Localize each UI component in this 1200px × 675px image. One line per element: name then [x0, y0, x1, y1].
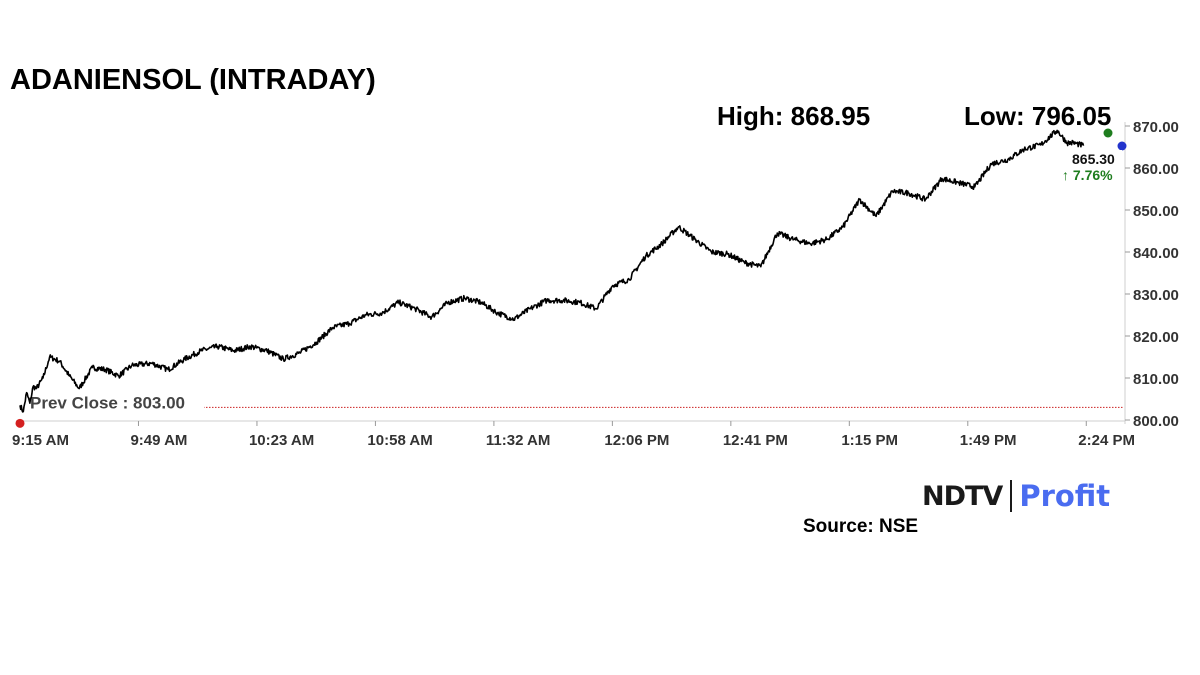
x-tick-label: 1:49 PM	[960, 432, 1017, 449]
y-tick-label: 850.00	[1133, 203, 1179, 220]
y-tick-label: 800.00	[1133, 413, 1179, 430]
last-price-value: 865.30	[1072, 151, 1115, 167]
y-tick-label: 840.00	[1133, 245, 1179, 262]
x-tick-label: 9:49 AM	[130, 432, 187, 449]
x-tick-label: 11:32 AM	[486, 432, 550, 449]
x-tick-label: 9:15 AM	[12, 432, 69, 449]
y-tick-label: 820.00	[1133, 329, 1179, 346]
prev-close-label-bg	[26, 390, 204, 413]
x-tick-label: 10:58 AM	[367, 432, 432, 449]
x-tick-label: 1:15 PM	[841, 432, 898, 449]
last-price-dot	[1117, 141, 1127, 151]
logo-divider	[1010, 480, 1013, 512]
logo-profit-text: Profit	[1019, 479, 1111, 513]
high-marker-dot	[1103, 128, 1113, 138]
source-label: Source: NSE	[803, 516, 919, 537]
logo-ndtv-text: NDTV	[922, 480, 1003, 512]
chart-title: ADANIENSOL (INTRADAY)	[10, 64, 376, 96]
x-tick-label: 12:06 PM	[604, 432, 669, 449]
y-tick-label: 860.00	[1133, 161, 1179, 178]
ndtv-profit-logo: NDTV Profit	[922, 478, 1110, 514]
y-tick-label: 870.00	[1133, 119, 1179, 136]
y-tick-label: 810.00	[1133, 371, 1179, 388]
last-price-bg	[1068, 150, 1122, 167]
low-label: Low: 796.05	[964, 101, 1112, 131]
prev-close-label: Prev Close : 803.00	[30, 393, 185, 412]
last-price-change: ↑ 7.76%	[1062, 167, 1113, 183]
x-tick-label: 12:41 PM	[723, 432, 788, 449]
x-tick-label: 2:24 PM	[1078, 432, 1135, 449]
y-tick-label: 830.00	[1133, 287, 1179, 304]
x-tick-label: 10:23 AM	[249, 432, 314, 449]
price-line	[19, 129, 1085, 413]
high-label: High: 868.95	[717, 101, 871, 131]
low-marker-dot	[15, 418, 25, 428]
